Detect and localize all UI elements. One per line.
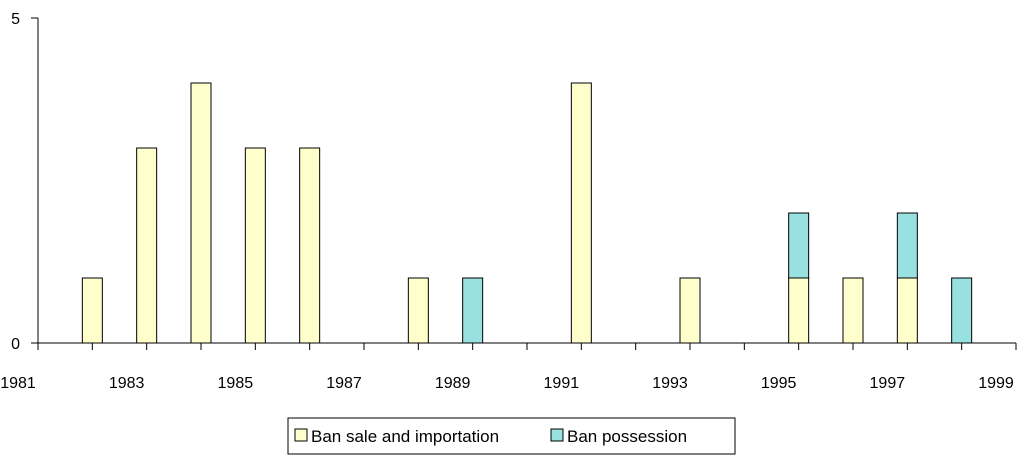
bar-possession-1998 [951,277,973,344]
bar-sale-1997 [896,277,918,344]
bar-sale-1996 [842,277,864,344]
bar-possession-1995 [788,212,810,279]
bar-sale-1985 [244,147,266,344]
x-tick-label: 1987 [326,375,362,392]
y-tick-label: 0 [11,336,20,353]
legend-label-sale: Ban sale and importation [311,427,499,446]
legend-label-possession: Ban possession [567,427,687,446]
x-tick-label: 1991 [544,375,580,392]
tick-labels: 1981 1983 1985 1987 1989 1991 1993 1995 1997 1999… [0,11,1014,392]
bar-sale-1983 [136,147,158,344]
legend-swatch-sale [294,428,308,442]
x-tick-label: 1989 [435,375,471,392]
bar-sale-1991 [570,82,592,344]
legend: Ban sale and importation Ban possession [287,417,736,455]
bar-sale-1993 [679,277,701,344]
y-tick-label: 5 [11,11,20,28]
x-tick-label: 1993 [652,375,688,392]
bar-sale-1995 [788,277,810,344]
x-tick-label: 1997 [870,375,906,392]
x-tick-label: 1983 [109,375,145,392]
bar-sale-1988 [407,277,429,344]
bar-sale-1986 [299,147,321,344]
x-tick-label: 1999 [978,375,1014,392]
ticks [31,17,1017,350]
axes [37,18,1016,344]
bar-possession-1997 [896,212,918,279]
legend-swatch-possession [550,428,564,442]
bars [81,82,973,344]
x-tick-label: 1995 [761,375,797,392]
bar-sale-1984 [190,82,212,344]
x-tick-label: 1981 [0,375,36,392]
bar-possession-1989 [462,277,484,344]
bar-sale-1982 [81,277,103,344]
x-tick-label: 1985 [218,375,254,392]
legend-box [287,417,736,455]
